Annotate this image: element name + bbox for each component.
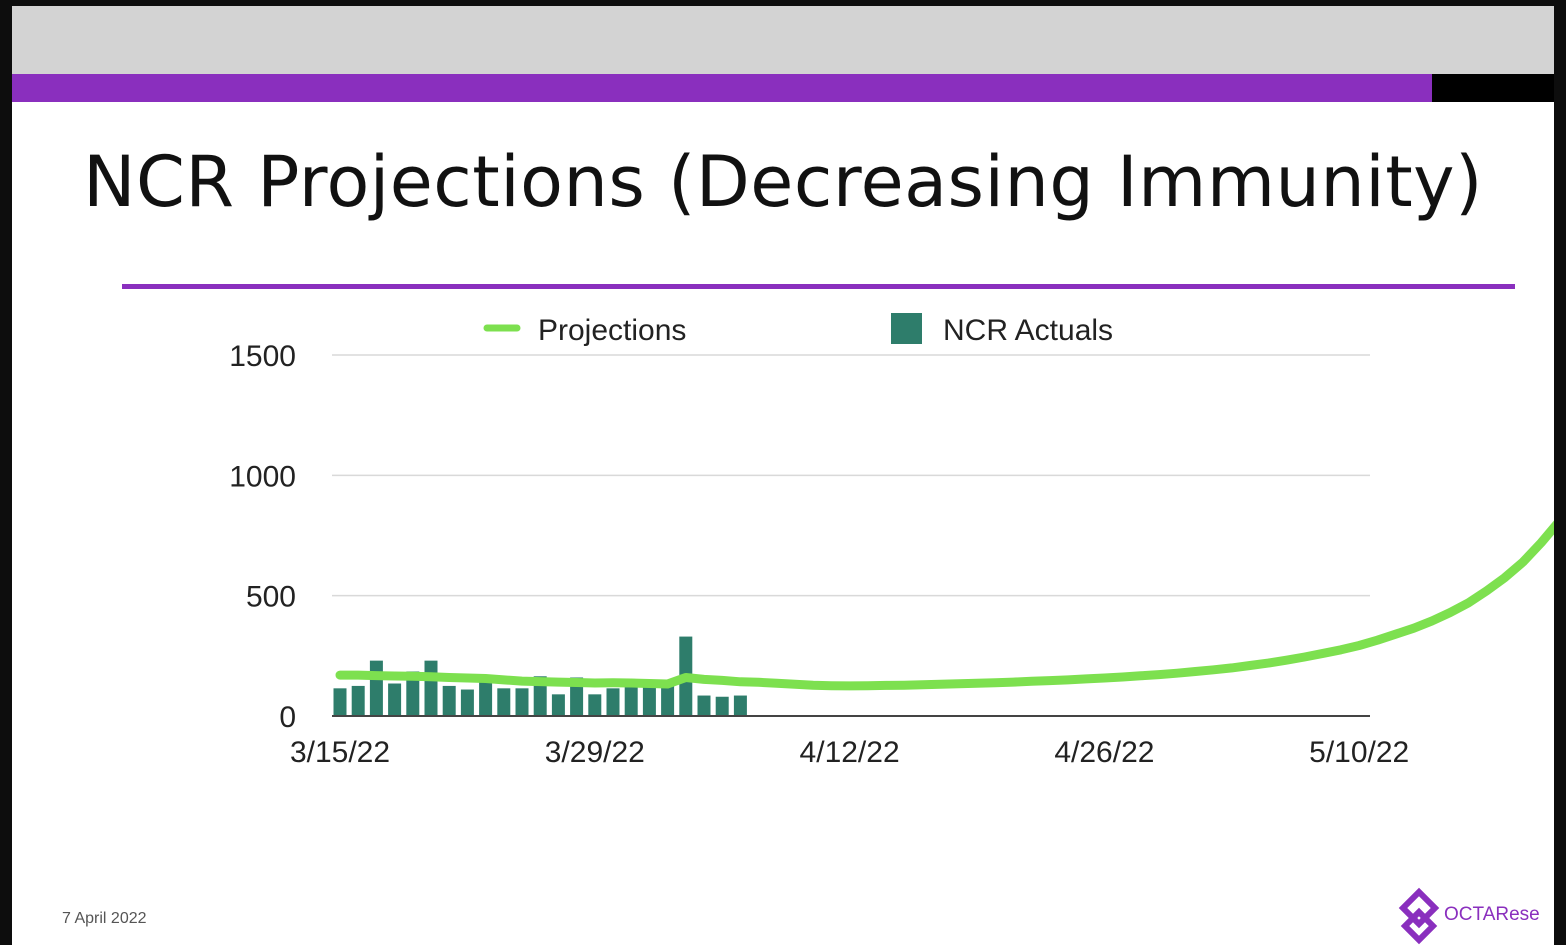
bar — [497, 688, 511, 716]
y-tick-label: 1000 — [229, 460, 296, 493]
x-tick-label: 5/10/22 — [1309, 736, 1409, 769]
logo-text: OCTARese — [1444, 904, 1540, 925]
slide: NCR Projections (Decreasing Immunity) 0 5… — [12, 6, 1554, 945]
bar — [624, 687, 638, 716]
y-tick-label: 1500 — [229, 340, 296, 373]
octa-logo-icon — [1398, 887, 1440, 945]
bar — [351, 685, 365, 716]
y-tick-label: 500 — [246, 581, 296, 614]
bar — [551, 694, 565, 716]
slide-title: NCR Projections (Decreasing Immunity) — [83, 141, 1483, 223]
bar — [570, 677, 584, 716]
bar — [733, 695, 747, 716]
bar — [533, 676, 547, 716]
bar — [424, 660, 438, 716]
legend-projections-label: Projections — [538, 314, 686, 347]
chart: 0 500 1000 1500 3/15/22 3/29/22 4/12/22 4/26/22… — [229, 313, 1554, 769]
x-tick-label: 4/12/22 — [800, 736, 900, 769]
bar — [333, 688, 347, 716]
bar — [697, 695, 711, 716]
legend-actuals-label: NCR Actuals — [943, 314, 1113, 347]
bar — [460, 689, 474, 716]
bar — [606, 688, 620, 716]
x-tick-label: 3/29/22 — [545, 736, 645, 769]
bar — [479, 682, 493, 716]
footer-date: 7 April 2022 — [62, 910, 147, 927]
x-tick-label: 4/26/22 — [1054, 736, 1154, 769]
bar — [388, 683, 402, 716]
accent-bar-end — [1432, 74, 1554, 102]
bar — [369, 660, 383, 716]
x-tick-label: 3/15/22 — [290, 736, 390, 769]
bar — [515, 688, 529, 716]
bar — [661, 685, 675, 716]
bar — [642, 687, 656, 716]
legend-actuals-swatch — [891, 313, 922, 344]
bar — [406, 671, 420, 716]
projection-line — [335, 520, 1554, 691]
accent-bar — [12, 74, 1432, 102]
header-band — [12, 6, 1554, 74]
bar — [442, 685, 456, 716]
bar — [715, 696, 729, 716]
title-divider — [122, 284, 1515, 289]
y-tick-label: 0 — [279, 701, 296, 734]
bar — [588, 694, 602, 716]
